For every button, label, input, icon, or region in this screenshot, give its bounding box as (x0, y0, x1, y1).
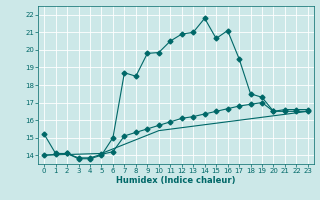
X-axis label: Humidex (Indice chaleur): Humidex (Indice chaleur) (116, 176, 236, 185)
